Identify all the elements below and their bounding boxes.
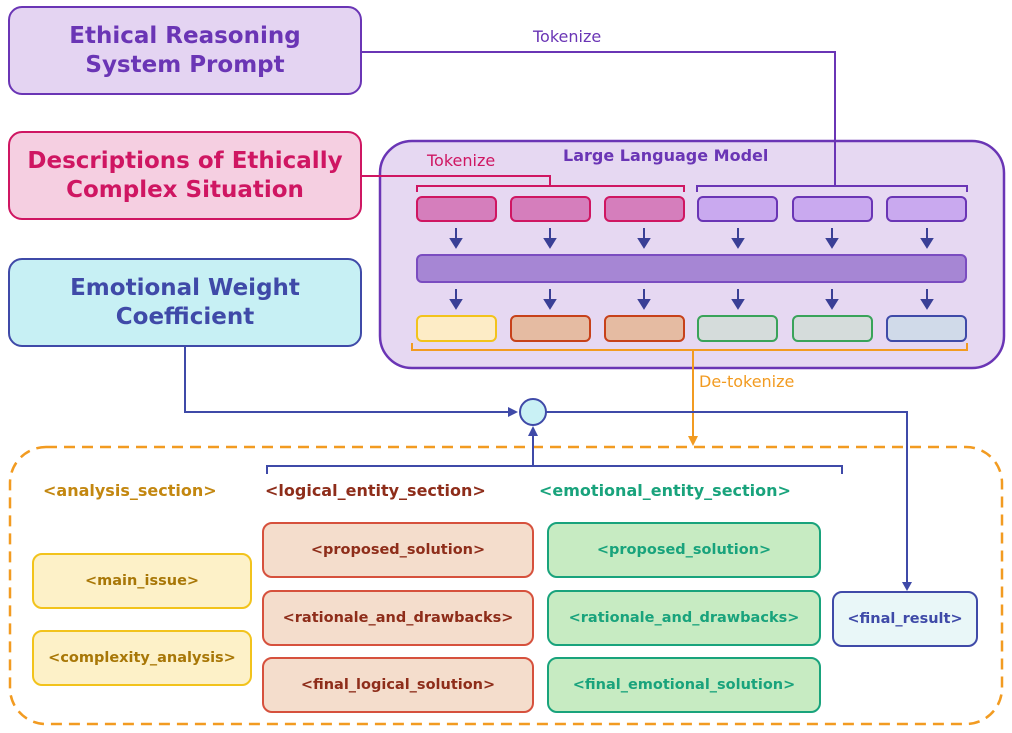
emotional-final-box: <final_emotional_solution>: [547, 657, 821, 713]
model-layer-bar: [416, 254, 967, 283]
input-token-4: [697, 196, 778, 222]
result-arrowhead: [902, 582, 912, 591]
logical-section-heading: <logical_entity_section>: [265, 481, 486, 500]
entity-section-bracket: [266, 465, 843, 474]
tokenize-label-mid: Tokenize: [427, 151, 496, 170]
output-token-2: [510, 315, 591, 342]
tokenize-situation-connector: [362, 175, 551, 186]
system-prompt-label: Ethical Reasoning System Prompt: [69, 22, 301, 78]
output-token-1: [416, 315, 497, 342]
prompt-token-bracket: [696, 185, 968, 192]
input-token-3: [604, 196, 685, 222]
detokenize-arrowhead: [688, 436, 698, 446]
output-token-4: [697, 315, 778, 342]
emotional-weight-label: Emotional Weight Coefficient: [70, 274, 300, 330]
tokenize-prompt-connector: [362, 51, 836, 186]
combine-node: [519, 398, 547, 426]
detokenize-label: De-tokenize: [699, 372, 795, 391]
logical-proposed-solution-label: <proposed_solution>: [310, 541, 486, 558]
tokenize-label-top: Tokenize: [533, 27, 602, 46]
llm-title: Large Language Model: [563, 146, 769, 165]
input-token-2: [510, 196, 591, 222]
entity-to-combine-arrowhead: [528, 426, 538, 436]
emotional-final-label: <final_emotional_solution>: [572, 676, 796, 693]
logical-rationale-label: <rationale_and_drawbacks>: [282, 609, 514, 626]
main-issue-box: <main_issue>: [32, 553, 252, 609]
logical-final-label: <final_logical_solution>: [300, 676, 496, 693]
main-issue-label: <main_issue>: [84, 572, 200, 589]
input-token-5: [792, 196, 873, 222]
output-token-bracket: [411, 343, 968, 351]
emotional-rationale-box: <rationale_and_drawbacks>: [547, 590, 821, 646]
situation-box: Descriptions of Ethically Complex Situat…: [8, 131, 362, 220]
emotional-proposed-solution-box: <proposed_solution>: [547, 522, 821, 578]
emotional-rationale-label: <rationale_and_drawbacks>: [568, 609, 800, 626]
output-container: [8, 445, 1004, 726]
logical-rationale-box: <rationale_and_drawbacks>: [262, 590, 534, 646]
emotional-proposed-solution-label: <proposed_solution>: [596, 541, 772, 558]
output-token-3: [604, 315, 685, 342]
down-arrows-top: [449, 228, 934, 249]
emotional-weight-box: Emotional Weight Coefficient: [8, 258, 362, 347]
analysis-section-heading: <analysis_section>: [43, 481, 217, 500]
emotional-weight-connector: [184, 347, 510, 413]
combine-to-result-connector: [546, 411, 908, 584]
input-token-1: [416, 196, 497, 222]
system-prompt-box: Ethical Reasoning System Prompt: [8, 6, 362, 95]
final-result-box: <final_result>: [832, 591, 978, 647]
complexity-analysis-label: <complexity_analysis>: [48, 649, 236, 666]
situation-token-bracket: [416, 185, 685, 192]
input-token-6: [886, 196, 967, 222]
output-token-6: [886, 315, 967, 342]
final-result-label: <final_result>: [847, 610, 963, 627]
output-token-5: [792, 315, 873, 342]
logical-proposed-solution-box: <proposed_solution>: [262, 522, 534, 578]
emotional-weight-arrowhead: [508, 407, 518, 417]
emotional-section-heading: <emotional_entity_section>: [539, 481, 791, 500]
complexity-analysis-box: <complexity_analysis>: [32, 630, 252, 686]
down-arrows-bottom: [449, 289, 934, 310]
situation-label: Descriptions of Ethically Complex Situat…: [27, 147, 343, 203]
logical-final-box: <final_logical_solution>: [262, 657, 534, 713]
